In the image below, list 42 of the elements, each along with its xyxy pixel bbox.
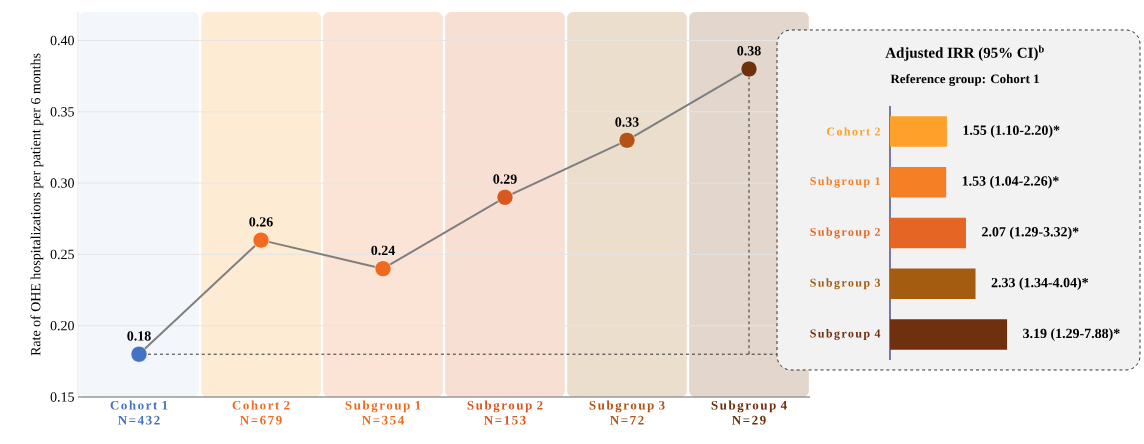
y-axis-title: Rate of OHE hospitalizations per patient per 6 months (30, 53, 44, 356)
chart-subtitle: Reference group: Cohort 1 (890, 73, 1039, 86)
x-tick-label: Subgroup 1 N=354 (345, 400, 421, 425)
point (374, 260, 392, 277)
y-tick-label: Subgroup 1 (810, 176, 880, 188)
y-tick-label: Subgroup 3 (810, 278, 881, 290)
y-tick-label: Subgroup 2 (810, 227, 880, 239)
bar (890, 116, 947, 147)
point (252, 231, 270, 249)
point (496, 189, 514, 206)
data-label: 0.18 (127, 331, 151, 341)
y-tick-label: 0.15 (50, 392, 74, 402)
y-tick-label: 0.40 (50, 35, 74, 46)
bar (890, 217, 966, 249)
x-tick-label: Cohort 1 N=432 (110, 400, 168, 425)
data-label: 3.19 (1.29-7.88)* (1023, 328, 1120, 341)
data-label: 1.53 (1.04-2.26)* (962, 175, 1059, 189)
bar (890, 319, 1008, 350)
data-label: 0.33 (615, 117, 639, 127)
x-tick-label: Subgroup 4 N=29 (711, 400, 787, 425)
data-label: 2.07 (1.29-3.32)* (982, 226, 1079, 240)
data-label: 0.24 (371, 245, 395, 256)
point (130, 345, 148, 363)
data-label: 0.38 (737, 46, 761, 56)
y-tick-label: 0.20 (50, 320, 74, 331)
chart-title: Adjusted IRR (95% CI)$^{b}$ (885, 45, 1044, 61)
y-tick-label: Subgroup 4 (810, 329, 881, 341)
point (618, 132, 636, 149)
y-tick-label: 0.30 (50, 178, 74, 188)
point (740, 60, 758, 78)
x-tick-label: Subgroup 3 N=72 (589, 400, 665, 425)
data-label: 2.33 (1.34-4.04)* (991, 277, 1089, 291)
x-tick-label: Cohort 2 N=679 (232, 400, 290, 425)
data-label: 0.29 (493, 174, 517, 184)
data-label: 1.55 (1.10-2.20)* (963, 125, 1060, 138)
bar (890, 268, 976, 300)
y-tick-label: Cohort 2 (826, 127, 880, 136)
bar (890, 166, 947, 198)
y-tick-label: 0.25 (50, 249, 74, 260)
data-label: 0.26 (249, 217, 273, 227)
y-tick-label: 0.35 (50, 107, 74, 117)
x-tick-label: Subgroup 2 N=153 (467, 400, 543, 425)
